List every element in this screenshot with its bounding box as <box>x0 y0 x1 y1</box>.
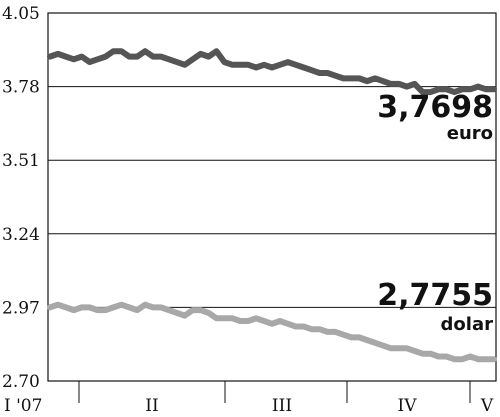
euro-value-label: 3,7698 <box>377 90 493 125</box>
y-tick-label: 3.24 <box>2 225 40 245</box>
x-axis: I '07 II III IV V <box>4 381 494 416</box>
y-tick-label: 2.97 <box>2 298 40 318</box>
euro-series-name: euro <box>447 123 493 144</box>
dolar-series-name: dolar <box>441 314 494 335</box>
plot-frame <box>47 12 497 382</box>
y-tick-label: 3.78 <box>2 78 40 98</box>
y-tick-label: 3.51 <box>2 151 40 171</box>
series-layer <box>47 48 497 363</box>
x-tick-label: III <box>272 396 292 416</box>
dolar-value-label: 2,7755 <box>377 278 493 313</box>
x-tick-label: II <box>145 396 158 416</box>
y-axis: 4.05 3.78 3.51 3.24 2.97 2.70 <box>2 4 40 392</box>
x-tick-label: I '07 <box>4 396 42 416</box>
x-tick-label: V <box>480 396 494 416</box>
y-tick-label: 4.05 <box>2 4 40 24</box>
x-tick-label: IV <box>398 396 418 416</box>
y-tick-label: 2.70 <box>2 372 40 392</box>
euro-series-line <box>47 48 497 96</box>
dolar-series-line <box>47 301 497 363</box>
